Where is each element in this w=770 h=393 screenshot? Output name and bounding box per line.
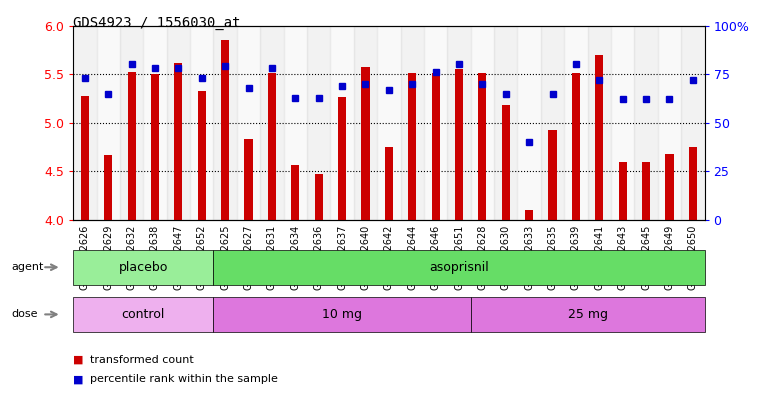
Bar: [385, 147, 393, 220]
Bar: [588, 26, 611, 220]
Bar: [198, 91, 206, 220]
Bar: [166, 26, 190, 220]
Bar: [688, 147, 697, 220]
Bar: [658, 26, 681, 220]
Bar: [244, 140, 253, 220]
Bar: [174, 62, 182, 220]
Bar: [564, 26, 588, 220]
Bar: [291, 165, 300, 220]
Bar: [502, 105, 510, 220]
Bar: [128, 72, 136, 220]
Bar: [447, 26, 470, 220]
Text: transformed count: transformed count: [90, 354, 194, 365]
Text: ■: ■: [73, 354, 84, 365]
Text: ■: ■: [73, 374, 84, 384]
Text: GDS4923 / 1556030_at: GDS4923 / 1556030_at: [73, 16, 241, 30]
Bar: [330, 26, 353, 220]
Bar: [611, 26, 634, 220]
Bar: [81, 95, 89, 220]
Bar: [455, 69, 463, 220]
Bar: [190, 26, 213, 220]
Bar: [478, 73, 487, 220]
Bar: [315, 174, 323, 220]
Bar: [353, 26, 377, 220]
Bar: [665, 154, 674, 220]
Text: 10 mg: 10 mg: [322, 308, 362, 321]
Bar: [260, 26, 283, 220]
Bar: [494, 26, 517, 220]
Bar: [572, 73, 580, 220]
Bar: [361, 67, 370, 220]
Bar: [143, 26, 166, 220]
Bar: [268, 73, 276, 220]
Bar: [377, 26, 400, 220]
Bar: [221, 40, 229, 220]
Text: agent: agent: [12, 262, 44, 272]
Bar: [96, 26, 120, 220]
Bar: [634, 26, 658, 220]
Bar: [237, 26, 260, 220]
Bar: [541, 26, 564, 220]
Bar: [681, 26, 705, 220]
Bar: [400, 26, 424, 220]
Bar: [595, 55, 604, 220]
Bar: [431, 73, 440, 220]
Bar: [104, 155, 112, 220]
Text: asoprisnil: asoprisnil: [429, 261, 489, 274]
Text: percentile rank within the sample: percentile rank within the sample: [90, 374, 278, 384]
Bar: [307, 26, 330, 220]
Bar: [548, 130, 557, 220]
Bar: [517, 26, 541, 220]
Bar: [151, 74, 159, 220]
Bar: [470, 26, 494, 220]
Bar: [642, 162, 650, 220]
Bar: [408, 73, 417, 220]
Bar: [525, 210, 534, 220]
Bar: [424, 26, 447, 220]
Text: placebo: placebo: [119, 261, 168, 274]
Bar: [73, 26, 96, 220]
Bar: [120, 26, 143, 220]
Bar: [213, 26, 237, 220]
Bar: [283, 26, 307, 220]
Bar: [338, 97, 346, 220]
Text: control: control: [122, 308, 165, 321]
Bar: [618, 162, 627, 220]
Text: 25 mg: 25 mg: [567, 308, 608, 321]
Text: dose: dose: [12, 309, 38, 320]
